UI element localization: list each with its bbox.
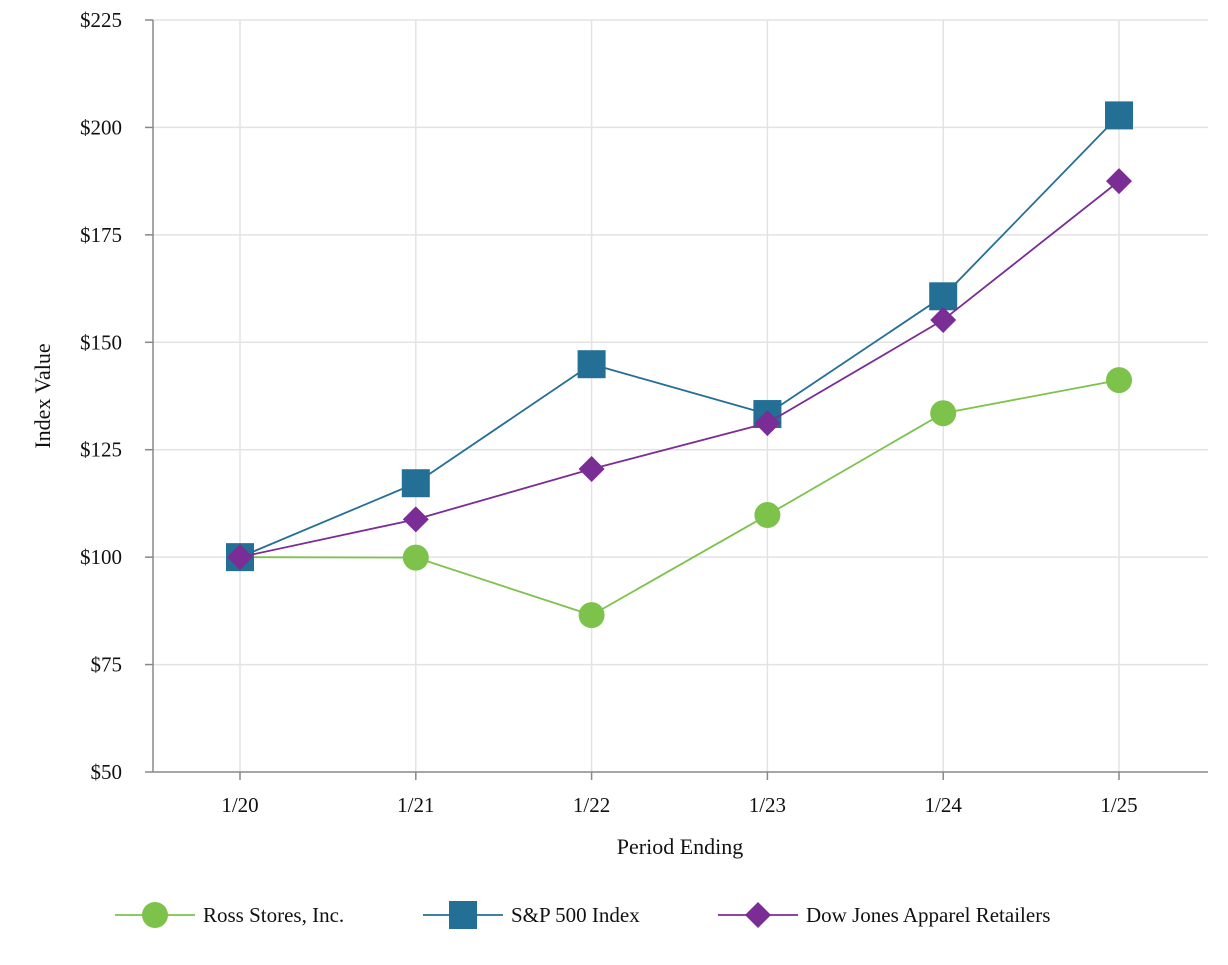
x-tick-label: 1/22 <box>573 793 610 817</box>
legend-marker-square-icon <box>449 901 477 929</box>
x-tick-label: 1/24 <box>925 793 963 817</box>
y-axis-label: Index Value <box>30 343 55 448</box>
gridlines <box>153 19 1208 772</box>
x-tick-label: 1/23 <box>749 793 786 817</box>
data-point-diamond <box>1106 168 1132 195</box>
x-tick-label: 1/25 <box>1100 793 1137 817</box>
data-point-circle <box>754 502 781 529</box>
series-ross-stores-inc- <box>227 367 1132 629</box>
data-point-diamond <box>227 544 253 571</box>
y-tick-label: $125 <box>80 438 122 462</box>
data-point-square <box>929 282 958 311</box>
x-axis-label: Period Ending <box>617 834 744 859</box>
data-point-diamond <box>402 506 429 533</box>
legend-item: Dow Jones Apparel Retailers <box>718 902 1050 928</box>
data-point-diamond <box>578 456 605 483</box>
series-s-p-500-index <box>226 101 1133 572</box>
y-tick-label: $75 <box>91 653 123 677</box>
legend-item: Ross Stores, Inc. <box>115 902 344 928</box>
legend-label: Dow Jones Apparel Retailers <box>806 903 1050 927</box>
data-point-diamond <box>754 410 781 437</box>
x-tick-label: 1/21 <box>397 793 434 817</box>
data-point-square <box>401 469 430 498</box>
y-tick-label: $50 <box>91 760 123 784</box>
data-point-square <box>577 350 606 379</box>
legend-marker-circle-icon <box>142 902 168 928</box>
legend-label: S&P 500 Index <box>511 903 640 927</box>
y-tick-label: $200 <box>80 115 122 139</box>
y-tick-label: $100 <box>80 545 122 569</box>
series-group <box>226 101 1133 629</box>
data-point-diamond <box>930 306 957 333</box>
y-tick-label: $225 <box>80 8 122 32</box>
data-point-square <box>1105 101 1133 130</box>
data-point-circle <box>1106 367 1132 394</box>
data-point-circle <box>930 400 957 427</box>
data-point-circle <box>402 544 429 571</box>
series-dow-jones-apparel-retailers <box>227 168 1132 571</box>
y-tick-label: $150 <box>80 330 122 354</box>
series-line <box>239 379 1120 617</box>
legend-label: Ross Stores, Inc. <box>203 903 344 927</box>
legend-item: S&P 500 Index <box>423 901 640 929</box>
legend-marker-diamond-icon <box>745 902 771 928</box>
legend: Ross Stores, Inc. S&P 500 Index Dow Jones … <box>115 901 1050 929</box>
series-line <box>239 180 1120 559</box>
y-tick-label: $175 <box>80 223 122 247</box>
x-tick-label: 1/20 <box>221 793 258 817</box>
series-line <box>239 114 1120 558</box>
data-point-circle <box>578 602 605 629</box>
axes: $50 $75 $100 $125 $150 $175 $200 $225 1/20 1/21 1/… <box>80 8 1208 817</box>
